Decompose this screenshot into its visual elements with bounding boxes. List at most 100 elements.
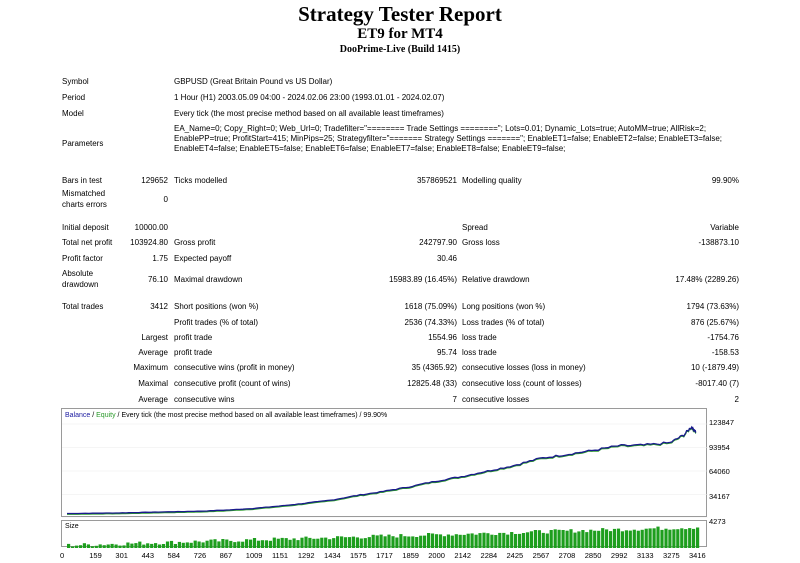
size-panel-svg (67, 526, 700, 548)
bars-in-test-label: Bars in test (62, 176, 103, 185)
gross-loss-value: -138873.10 (698, 238, 739, 247)
x-tick-label: 1292 (297, 551, 315, 560)
mismatched-label-1: Mismatched (62, 189, 106, 198)
size-bar (518, 533, 522, 548)
balance-chart: Balance / Equity / Every tick (the most … (61, 408, 708, 518)
mismatched-label-2: charts errors (62, 200, 107, 209)
size-bar (308, 537, 312, 548)
size-bar (696, 527, 700, 548)
size-bar (624, 530, 628, 548)
loss-trades-value: 876 (25.67%) (690, 318, 739, 327)
size-bar (375, 535, 379, 548)
size-bar (237, 541, 241, 548)
x-tick-label: 2000 (428, 551, 445, 560)
size-bar (569, 529, 573, 548)
profit-factor-label: Profit factor (62, 254, 103, 263)
size-bar (312, 538, 316, 548)
x-tick-label: 1859 (402, 551, 419, 560)
size-bar (371, 534, 375, 548)
size-bar (688, 528, 692, 548)
x-tick-label: 3416 (689, 551, 706, 560)
expected-payoff-value: 30.46 (436, 254, 457, 263)
size-bar (363, 538, 367, 548)
size-bar (276, 538, 280, 548)
maximal-cons-profit-value: 12825.48 (33) (407, 379, 457, 388)
x-tick-label: 1717 (376, 551, 393, 560)
size-bar (296, 540, 300, 548)
size-bar (241, 541, 245, 548)
spread-label: Spread (462, 223, 488, 232)
size-bar (367, 537, 371, 548)
size-bar (545, 533, 549, 548)
short-positions-value: 1618 (75.09%) (404, 302, 457, 311)
size-bar (260, 540, 264, 548)
size-bar (533, 530, 537, 548)
absolute-drawdown-value: 76.10 (147, 275, 168, 284)
average-label: Average (138, 348, 168, 357)
size-bar (328, 539, 332, 548)
largest-label: Largest (141, 333, 168, 342)
size-bar (154, 543, 158, 548)
size-bar (272, 537, 276, 548)
size-bar (636, 530, 640, 548)
x-tick-label: 2142 (454, 551, 472, 560)
size-bar (98, 544, 102, 548)
size-bar (541, 532, 545, 548)
size-bar (336, 536, 340, 548)
size-bar (486, 533, 490, 548)
size-bar (320, 537, 324, 548)
x-tick-label: 301 (115, 551, 128, 560)
size-bar (122, 545, 126, 548)
size-bar (252, 538, 257, 548)
relative-drawdown-label: Relative drawdown (462, 275, 530, 284)
average-loss-label: loss trade (462, 348, 497, 357)
x-tick-label: 2992 (610, 551, 628, 560)
size-bar (173, 544, 177, 548)
ticks-modelled-value: 357869521 (416, 176, 457, 185)
x-tick-label: 2284 (480, 551, 498, 560)
size-bar (280, 537, 284, 548)
total-net-profit-label: Total net profit (62, 238, 113, 247)
size-bar (209, 539, 213, 548)
x-tick-label: 584 (167, 551, 181, 560)
size-bar (264, 540, 268, 548)
long-positions-value: 1794 (73.63%) (686, 302, 739, 311)
size-bar (561, 530, 565, 548)
size-bar (233, 542, 237, 548)
size-bar (676, 529, 680, 548)
size-bar (597, 530, 601, 548)
balance-chart-svg (62, 423, 708, 518)
size-label: Size (65, 523, 79, 530)
size-bar (434, 534, 439, 548)
maximal-label: Maximal (138, 379, 168, 388)
total-trades-label: Total trades (62, 302, 104, 311)
size-bar (165, 541, 170, 548)
max-cons-losses-label: consecutive losses (loss in money) (462, 363, 586, 372)
size-bar (427, 533, 431, 548)
size-bar (201, 542, 205, 548)
report-server: DooPrime-Live (Build 1415) (339, 44, 461, 55)
x-tick-label: 1151 (271, 551, 289, 560)
x-tick-label: 2425 (506, 551, 524, 560)
x-tick-label: 2850 (584, 551, 602, 560)
size-bar (82, 543, 86, 548)
profit-trades-label: Profit trades (% of total) (174, 318, 259, 327)
size-bar (110, 543, 114, 548)
x-tick-label: 159 (89, 551, 102, 560)
x-tick-label: 1434 (324, 551, 341, 560)
size-bar (640, 529, 644, 548)
size-bar (256, 540, 261, 548)
model-value: Every tick (the most precise method base… (174, 109, 444, 118)
size-bar (355, 537, 359, 548)
gross-loss-label: Gross loss (462, 238, 500, 247)
size-bar (680, 528, 684, 548)
size-bar (193, 540, 197, 548)
x-tick-label: 3275 (663, 551, 680, 560)
parameters-label: Parameters (62, 139, 104, 148)
size-bar (632, 529, 636, 548)
total-net-profit-value: 103924.80 (130, 238, 168, 247)
bars-in-test-value: 129652 (141, 176, 168, 185)
average-loss-value: -158.53 (711, 348, 739, 357)
average-profit-value: 95.74 (436, 348, 457, 357)
size-bar (692, 528, 696, 548)
